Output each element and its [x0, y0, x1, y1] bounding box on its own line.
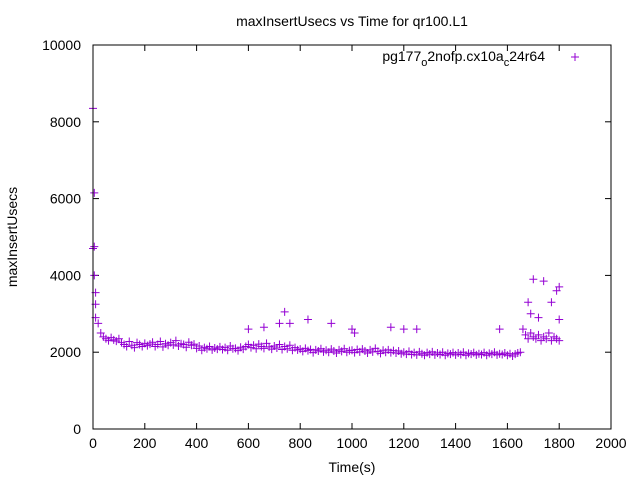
data-point [542, 334, 551, 343]
y-axis-label: maxInsertUsecs [4, 187, 20, 287]
data-point [275, 340, 284, 349]
data-point-outlier [327, 319, 336, 328]
data-point-outlier [495, 325, 504, 334]
data-point [516, 348, 525, 357]
data-point [555, 336, 564, 345]
data-point-outlier [259, 323, 268, 332]
data-point-outlier [275, 319, 284, 328]
y-tick-label: 0 [73, 421, 81, 437]
data-point-outlier [280, 307, 289, 316]
data-point-outlier [90, 188, 99, 197]
data-point-outlier [534, 313, 543, 322]
data-point [130, 343, 139, 352]
x-tick-label: 200 [133, 435, 157, 451]
data-point [190, 340, 199, 349]
x-tick-label: 1000 [336, 435, 367, 451]
x-tick-label: 1400 [440, 435, 471, 451]
x-tick-label: 1600 [492, 435, 523, 451]
y-tick-label: 6000 [50, 191, 81, 207]
data-point-outlier [529, 275, 538, 284]
data-point [252, 344, 261, 353]
data-point-outlier [350, 329, 359, 337]
y-tick-label: 8000 [50, 114, 81, 130]
plot-border [92, 44, 612, 430]
legend-label: pg177o2nofp.cx10ac24r64 [382, 48, 545, 69]
data-point-outlier [555, 315, 564, 324]
x-tick-label: 0 [89, 435, 97, 451]
data-point [169, 340, 178, 349]
data-points [89, 104, 564, 361]
y-tick-label: 2000 [50, 344, 81, 360]
data-point-outlier [244, 325, 253, 334]
data-point-outlier [547, 298, 556, 307]
data-point-outlier [386, 323, 395, 332]
data-point [544, 329, 553, 337]
axis-ticks: 0 200 400 600 800 1000 1200 1400 1600 1800 2000 0 20… [42, 37, 627, 451]
x-tick-label: 1200 [388, 435, 419, 451]
data-point-outlier [90, 242, 99, 251]
y-tick-label: 4000 [50, 267, 81, 283]
data-point-outlier [303, 315, 312, 324]
x-tick-label: 600 [237, 435, 261, 451]
x-tick-label: 1800 [544, 435, 575, 451]
data-point-outlier [526, 309, 535, 318]
data-point-outlier [285, 319, 294, 328]
legend-marker [571, 53, 579, 61]
data-point [94, 319, 103, 328]
y-tick-label: 10000 [42, 37, 81, 53]
legend-marker-plus-icon [571, 53, 579, 61]
data-point-outlier [555, 282, 564, 291]
data-point [285, 341, 294, 350]
x-tick-label: 2000 [595, 435, 626, 451]
x-tick-label: 800 [289, 435, 313, 451]
data-point [534, 330, 543, 339]
data-point [171, 336, 180, 345]
data-point [259, 344, 268, 353]
data-point [182, 343, 191, 352]
chart-title: maxInsertUsecs vs Time for qr100.L1 [236, 13, 468, 29]
data-point-outlier [90, 271, 99, 280]
data-point [223, 346, 232, 355]
legend: pg177o2nofp.cx10ac24r64 [382, 48, 579, 69]
data-point-outlier [412, 325, 421, 334]
data-point-outlier [524, 298, 533, 307]
data-point-outlier [539, 277, 548, 286]
data-point [195, 342, 204, 351]
data-point [148, 338, 157, 347]
data-point [156, 337, 165, 346]
data-point [518, 325, 527, 334]
x-tick-label: 400 [185, 435, 209, 451]
data-point [524, 334, 533, 343]
data-point [122, 342, 131, 351]
data-point-outlier [399, 325, 408, 334]
x-axis-label: Time(s) [329, 459, 376, 475]
